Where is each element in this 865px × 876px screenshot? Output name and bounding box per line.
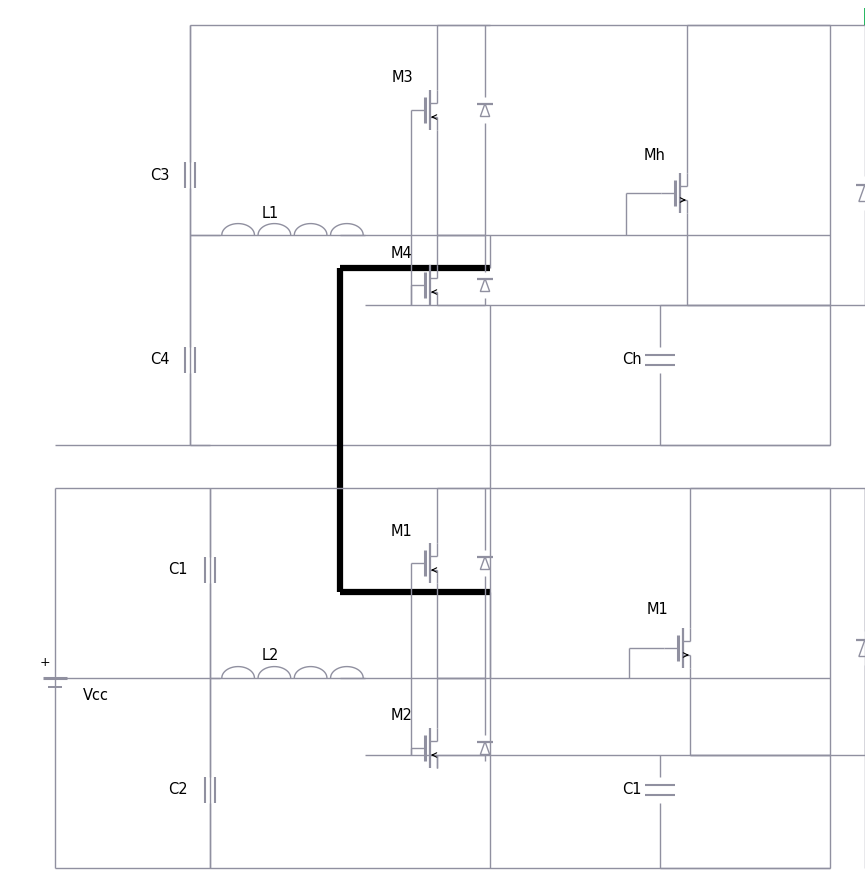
Text: M4: M4 bbox=[391, 245, 413, 260]
Text: L2: L2 bbox=[261, 648, 279, 663]
Text: C4: C4 bbox=[151, 352, 170, 368]
Text: C2: C2 bbox=[168, 782, 188, 797]
Text: C1: C1 bbox=[169, 562, 188, 577]
Text: L1: L1 bbox=[261, 206, 279, 221]
Text: Ch: Ch bbox=[622, 352, 642, 368]
Text: C3: C3 bbox=[151, 167, 170, 182]
Text: M2: M2 bbox=[391, 709, 413, 724]
Text: M1: M1 bbox=[391, 524, 413, 539]
Text: C1: C1 bbox=[622, 782, 642, 797]
Text: Mh: Mh bbox=[644, 147, 666, 163]
Text: +: + bbox=[40, 656, 50, 669]
Text: M3: M3 bbox=[391, 70, 413, 86]
Text: Vcc: Vcc bbox=[83, 689, 109, 703]
Text: M1: M1 bbox=[647, 603, 669, 618]
